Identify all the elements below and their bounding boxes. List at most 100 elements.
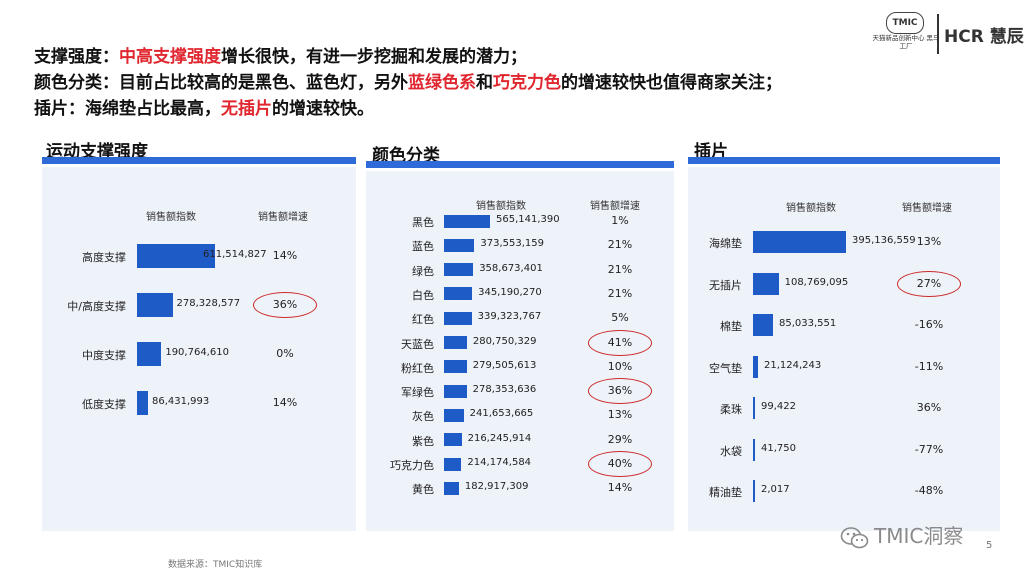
value-label: 278,353,636 [472,384,537,396]
value-label: 41,750 [761,442,796,454]
category-label: 柔珠 [720,403,742,416]
category-label: 红色 [412,313,434,327]
category-label: 低度支撑 [82,398,126,411]
highlight-circle [588,329,652,356]
value-label: 21,124,243 [763,359,822,371]
growth-column-header: 销售额增速 [590,201,640,212]
growth-label: 21% [607,286,633,300]
category-label: 黑色 [412,216,434,229]
headline-text: 的增速较快。 [272,99,374,119]
headline-line: 支撑强度：中高支撑强度增长很快，有进一步挖掘和发展的潜力； [34,42,527,67]
bar [444,287,473,301]
wechat-name: TMIC洞察 [874,524,964,548]
highlight-circle [897,270,961,297]
value-label: 216,245,914 [467,432,532,444]
growth-label: 5% [611,311,629,325]
category-label: 精油垫 [709,486,742,499]
growth-label: 0% [276,347,294,360]
bar [444,311,472,325]
tmic-badge: TMIC [886,12,924,34]
growth-label: 14% [272,396,298,409]
value-label: 565,141,390 [496,214,560,225]
value-label: 278,328,577 [176,298,241,309]
growth-label: 10% [607,359,633,373]
highlight-circle [588,451,652,477]
panel-rule-color [366,161,674,168]
value-label: 241,653,665 [469,408,534,420]
bar [753,480,755,502]
category-label: 中/高度支撑 [67,300,126,313]
category-label: 棉垫 [720,320,742,333]
wechat-watermark: TMIC洞察 [840,520,963,550]
highlight-circle [253,292,317,318]
headline-highlight: 无插片 [221,99,272,119]
logo-divider [937,14,939,54]
bar [444,263,474,277]
bar [753,314,773,336]
tmic-logo: TMIC 天猫新品创新中心 黑马工厂 [870,8,940,54]
category-label: 紫色 [412,434,434,448]
value-column-header: 销售额指数 [476,201,526,212]
headline-text: 的增速较快也值得商家关注； [561,73,782,93]
growth-label: 1% [611,214,629,227]
growth-label: 21% [607,238,633,252]
bar [444,481,459,495]
growth-label: 13% [607,408,633,422]
category-label: 高度支撑 [82,251,126,264]
growth-label: 14% [272,249,298,262]
wechat-icon [840,526,869,548]
value-label: 182,917,309 [464,481,529,493]
bar [753,272,779,295]
headline-highlight: 巧克力色 [493,73,561,93]
value-label: 85,033,551 [779,318,837,329]
bar [137,342,162,366]
bar [753,397,755,419]
category-label: 黄色 [412,483,434,497]
growth-label: -11% [914,359,944,373]
category-label: 水袋 [720,444,742,458]
growth-label: 14% [607,481,633,495]
headline-highlight: 中高支撑强度 [119,47,221,67]
category-label: 灰色 [412,410,434,424]
value-label: 279,505,613 [472,359,537,371]
category-label: 粉红色 [401,361,434,375]
headline-text: 颜色分类：目前占比较高的是黑色、蓝色灯，另外 [34,73,408,93]
headline-text: 支撑强度： [34,47,119,67]
value-label: 86,431,993 [152,396,210,407]
category-label: 白色 [412,288,434,302]
value-label: 395,136,559 [852,235,916,246]
value-column-header: 销售额指数 [146,212,196,223]
bar [137,293,173,317]
value-label: 339,323,767 [477,311,542,323]
headline-highlight: 蓝绿色系 [408,73,476,93]
growth-label: 36% [916,401,942,414]
growth-column-header: 销售额增速 [902,203,952,214]
category-label: 军绿色 [401,386,434,400]
growth-column-header: 销售额增速 [258,212,308,223]
growth-label: -16% [914,318,944,331]
headline-line: 插片：海绵垫占比最高，无插片的增速较快。 [34,94,374,119]
headline-line: 颜色分类：目前占比较高的是黑色、蓝色灯，另外蓝绿色系和巧克力色的增速较快也值得商… [34,68,782,93]
hcr-logo: HCR 慧辰 [944,27,1024,47]
bar [753,231,846,253]
panel-rule-support [42,157,356,164]
value-label: 99,422 [761,401,796,412]
value-label: 358,673,401 [479,262,543,274]
value-label: 2,017 [761,484,790,495]
growth-label: -48% [914,484,944,497]
chart-support [42,167,356,531]
data-source: 数据来源：TMIC知识库 [168,560,263,570]
headline-text: 增长很快，有进一步挖掘和发展的潜力； [221,47,527,67]
headline-text: 插片：海绵垫占比最高， [34,99,221,119]
value-label: 345,190,270 [478,286,542,298]
value-label: 373,553,159 [480,238,545,250]
headline-text: 和 [476,73,493,93]
bar [444,214,490,228]
bar [137,391,149,415]
category-label: 天蓝色 [401,337,434,351]
value-label: 214,174,584 [467,457,532,468]
bar [444,457,462,471]
category-label: 巧克力色 [390,459,434,472]
page-number: 5 [986,540,993,551]
bar [753,355,758,378]
